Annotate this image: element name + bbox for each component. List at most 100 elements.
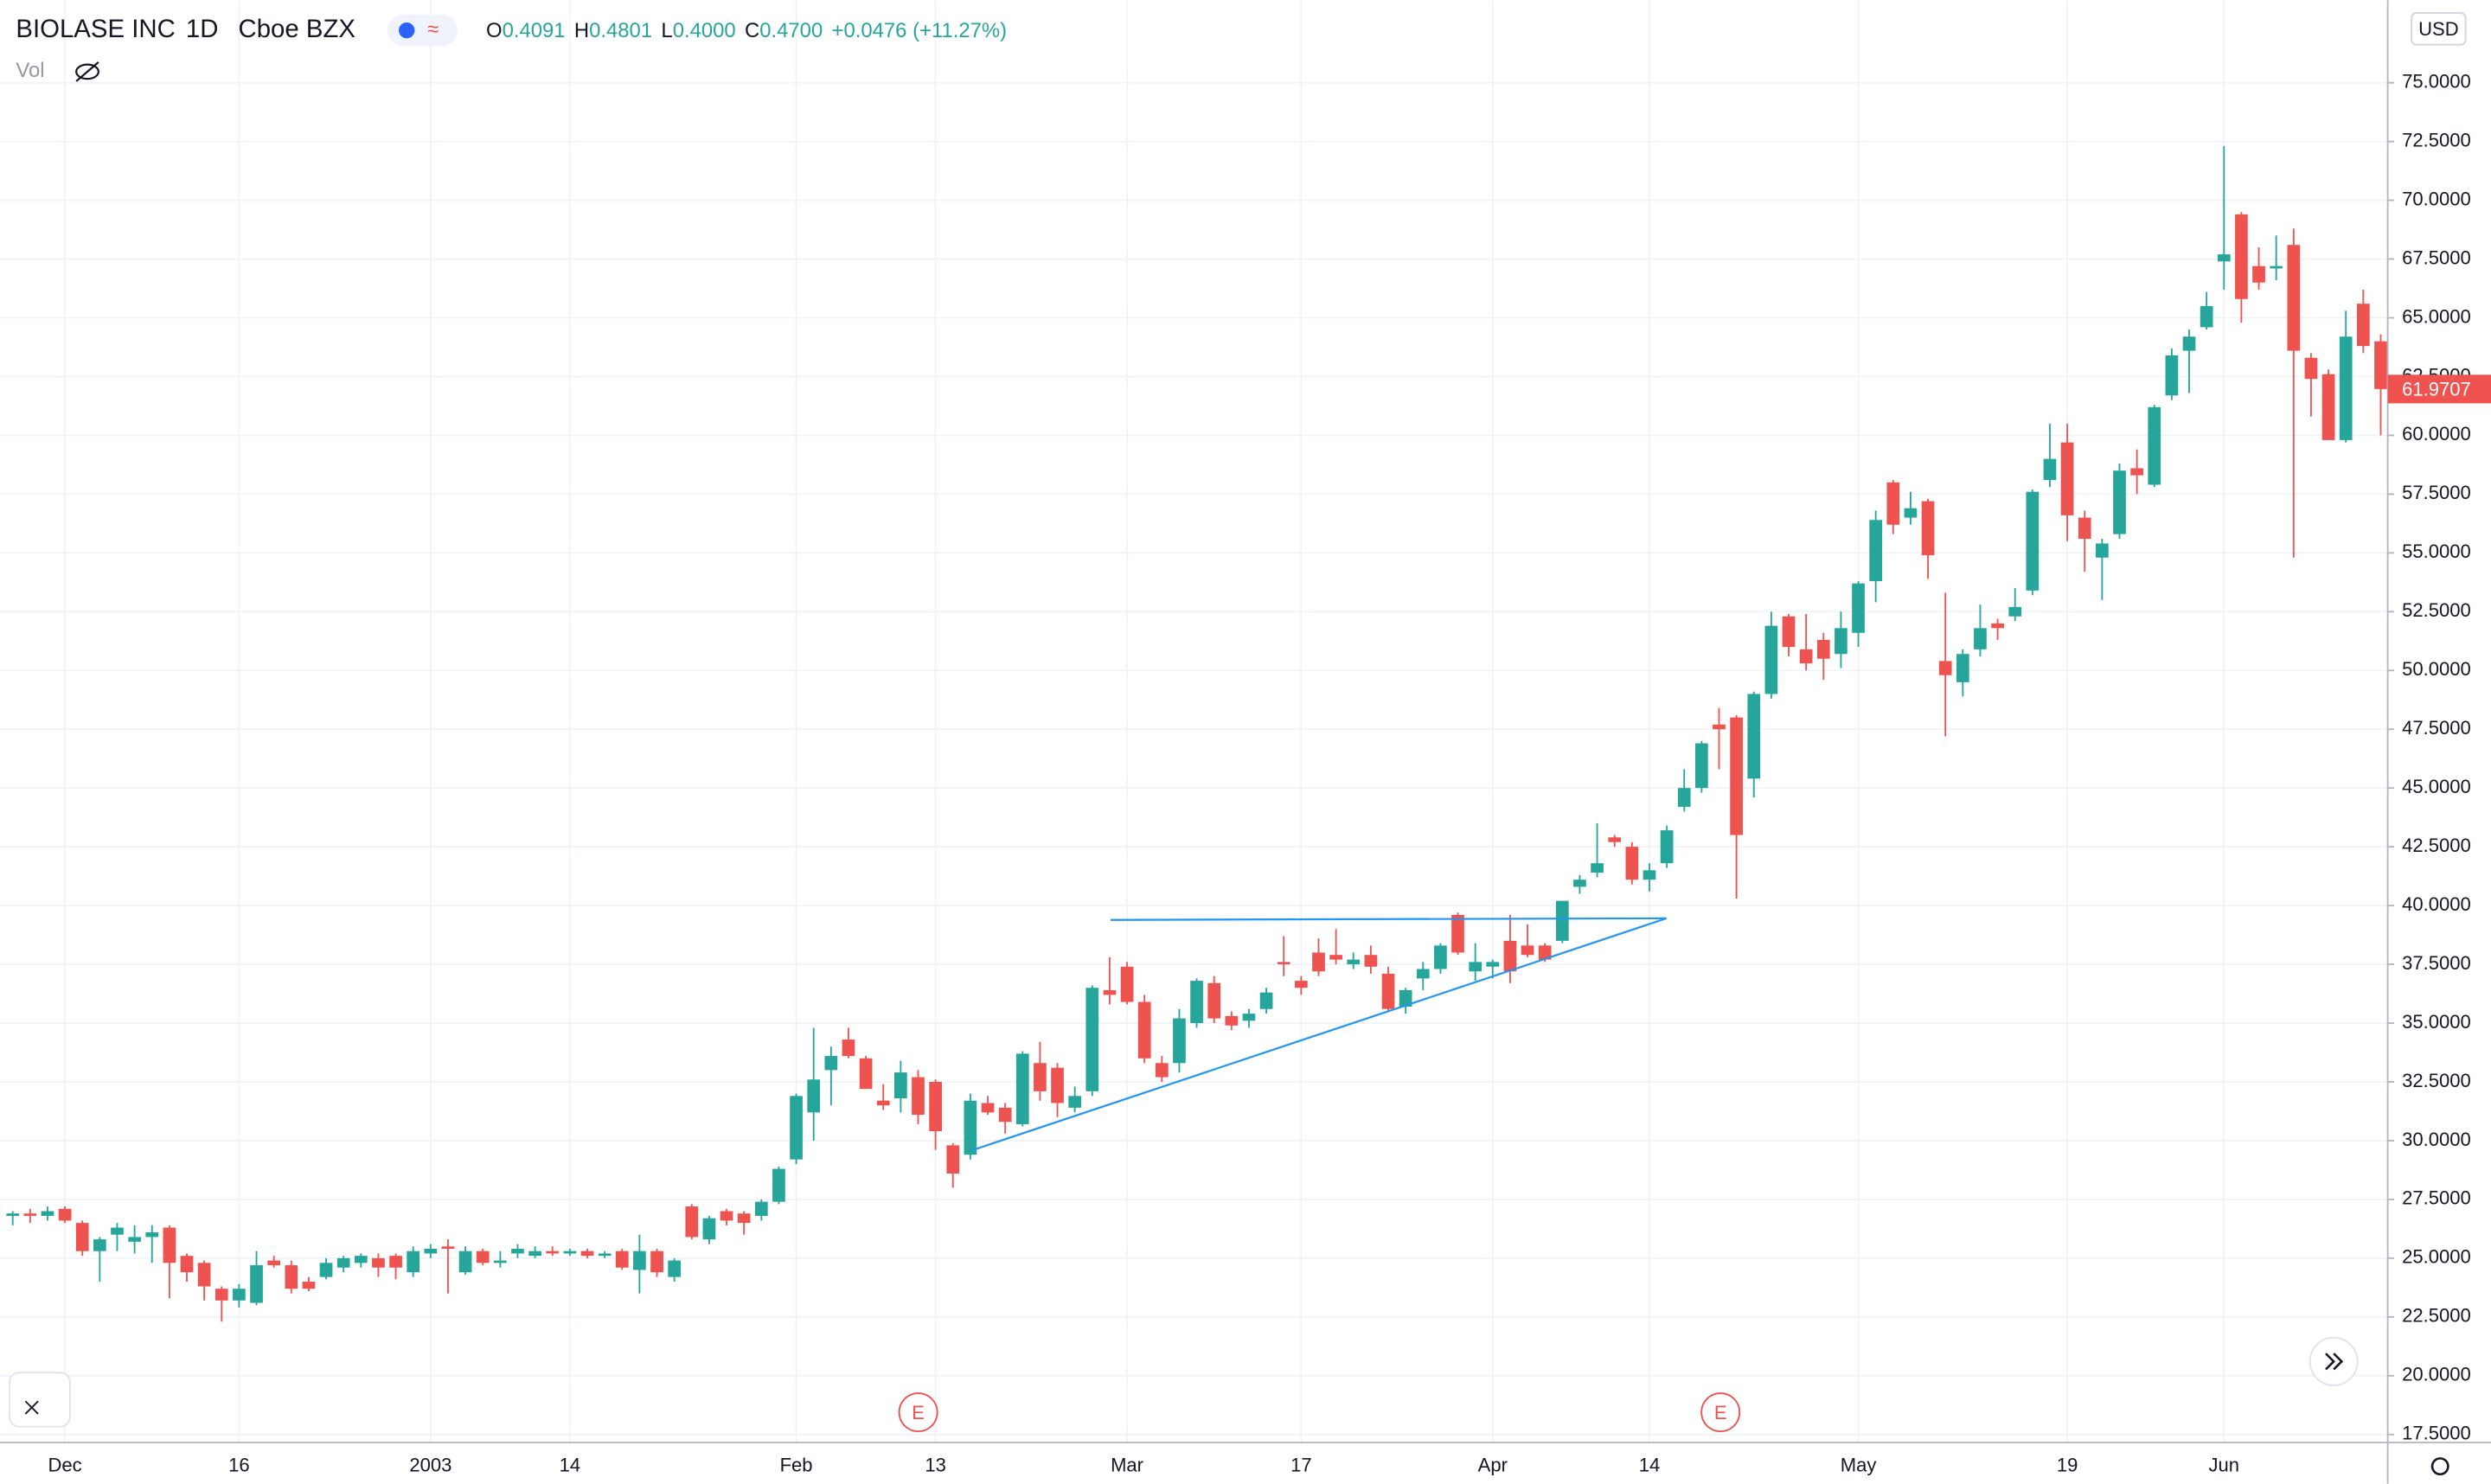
candle-body [1503, 940, 1517, 972]
legend-value: 0.4091 [503, 19, 566, 42]
event-circle [898, 1392, 938, 1433]
candle-body [1155, 1063, 1169, 1078]
x-tick-label: 19 [2057, 1454, 2078, 1475]
candle-body [336, 1257, 350, 1268]
x-tick-label: 17 [1290, 1454, 1312, 1475]
candle-body [1608, 837, 1622, 842]
candle-body [1225, 1015, 1239, 1026]
candle-body [389, 1256, 402, 1268]
candle-body [1625, 847, 1639, 880]
candle-body [1347, 959, 1361, 965]
trend-line[interactable] [971, 917, 1668, 1152]
y-tick-label: 17.5000 [2402, 1423, 2471, 1444]
currency[interactable]: USD [2418, 18, 2459, 40]
candle-body [302, 1282, 316, 1289]
candle-body [2148, 406, 2161, 485]
symbol[interactable]: BIOLASE INC [16, 15, 175, 43]
candle-body [842, 1039, 855, 1057]
candle-body [650, 1251, 663, 1273]
event-marker[interactable]: E [898, 1392, 938, 1433]
candle-body [1416, 969, 1430, 979]
candle-body [2356, 304, 2370, 347]
slash [75, 61, 99, 82]
candle-body [824, 1056, 838, 1071]
candles [6, 146, 2387, 1322]
settings-icon[interactable] [2430, 1457, 2449, 1476]
candle-body [319, 1263, 333, 1277]
candle-body [1799, 649, 1813, 664]
candle-body [458, 1251, 472, 1273]
candle-body [1173, 1018, 1186, 1064]
ohlc-legend: O0.4091 H0.4801 L0.4000 C0.4700 +0.0476 … [486, 19, 1007, 42]
candle-body [528, 1251, 541, 1257]
volume-indicator[interactable]: Vol [16, 59, 44, 82]
candle-body [128, 1237, 141, 1242]
candle-body [894, 1072, 907, 1099]
candle-body [1137, 1001, 1151, 1059]
y-tick-label: 20.0000 [2402, 1364, 2471, 1385]
candle-body [2043, 458, 2057, 481]
candle-body [1555, 900, 1569, 941]
candle-body [1591, 863, 1604, 873]
candle-body [2182, 336, 2196, 351]
candle-body [372, 1257, 385, 1268]
legend-key: C [745, 19, 759, 42]
y-tick-label: 65.0000 [2402, 305, 2471, 327]
event-marker[interactable]: E [1700, 1392, 1741, 1433]
candle-body [145, 1231, 159, 1238]
legend-key: O [486, 19, 503, 42]
candle-body [2026, 491, 2040, 591]
x-tick-label: 14 [560, 1454, 581, 1475]
y-tick-label: 60.0000 [2402, 423, 2471, 445]
candle-body [929, 1081, 942, 1132]
clear-button[interactable] [9, 1372, 71, 1428]
candle-body [1381, 973, 1395, 1009]
trend-line[interactable] [1110, 917, 1667, 921]
candle-body [2078, 517, 2091, 540]
event-label: E [912, 1402, 925, 1423]
candle-body [2270, 265, 2283, 269]
candle-body [615, 1251, 629, 1268]
exchange[interactable]: Cboe BZX [239, 15, 356, 43]
x-tick-label: May [1841, 1454, 1877, 1475]
candle-body [563, 1251, 577, 1254]
y-tick-label: 47.5000 [2402, 717, 2471, 739]
candle-body [58, 1208, 72, 1221]
candle-body [1852, 583, 1865, 633]
candle-body [494, 1260, 507, 1263]
y-tick-label: 30.0000 [2402, 1129, 2471, 1150]
candle-body [1782, 616, 1796, 648]
candle-body [93, 1239, 106, 1251]
candle-body [285, 1265, 298, 1289]
candle-body [668, 1260, 682, 1277]
candle-body [772, 1168, 785, 1202]
candle-body [1015, 1053, 1029, 1124]
candle-body [267, 1260, 280, 1266]
candle-body [250, 1265, 263, 1303]
candle-body [2374, 341, 2387, 389]
y-tick-label: 75.0000 [2402, 70, 2471, 92]
candle-body [2252, 265, 2265, 283]
candle-body [75, 1223, 89, 1251]
candle-body [1886, 482, 1900, 525]
candle-body [1085, 988, 1099, 1091]
y-tick-label: 42.5000 [2402, 835, 2471, 856]
y-tick-label: 57.5000 [2402, 482, 2471, 503]
candle-body [1312, 952, 1325, 972]
status-pill[interactable] [387, 14, 458, 47]
candle-body [2060, 442, 2074, 515]
candle-body [2339, 336, 2353, 440]
y-tick-label: 52.5000 [2402, 599, 2471, 621]
hide-icon[interactable] [75, 61, 99, 82]
interval[interactable]: 1D [186, 15, 219, 43]
y-tick-label: 25.0000 [2402, 1246, 2471, 1268]
candle-body [859, 1058, 873, 1090]
currency-box[interactable] [2411, 12, 2467, 46]
candle-body [1521, 945, 1534, 956]
event-circle [1700, 1392, 1741, 1433]
axes: 17.5000 20.0000 22.5000 25.0000 27.5000 30.00… [48, 70, 2491, 1475]
candle-body [2008, 606, 2022, 617]
candle-body [946, 1145, 960, 1174]
candle-body [1103, 989, 1117, 995]
candle-body [1956, 654, 1969, 682]
